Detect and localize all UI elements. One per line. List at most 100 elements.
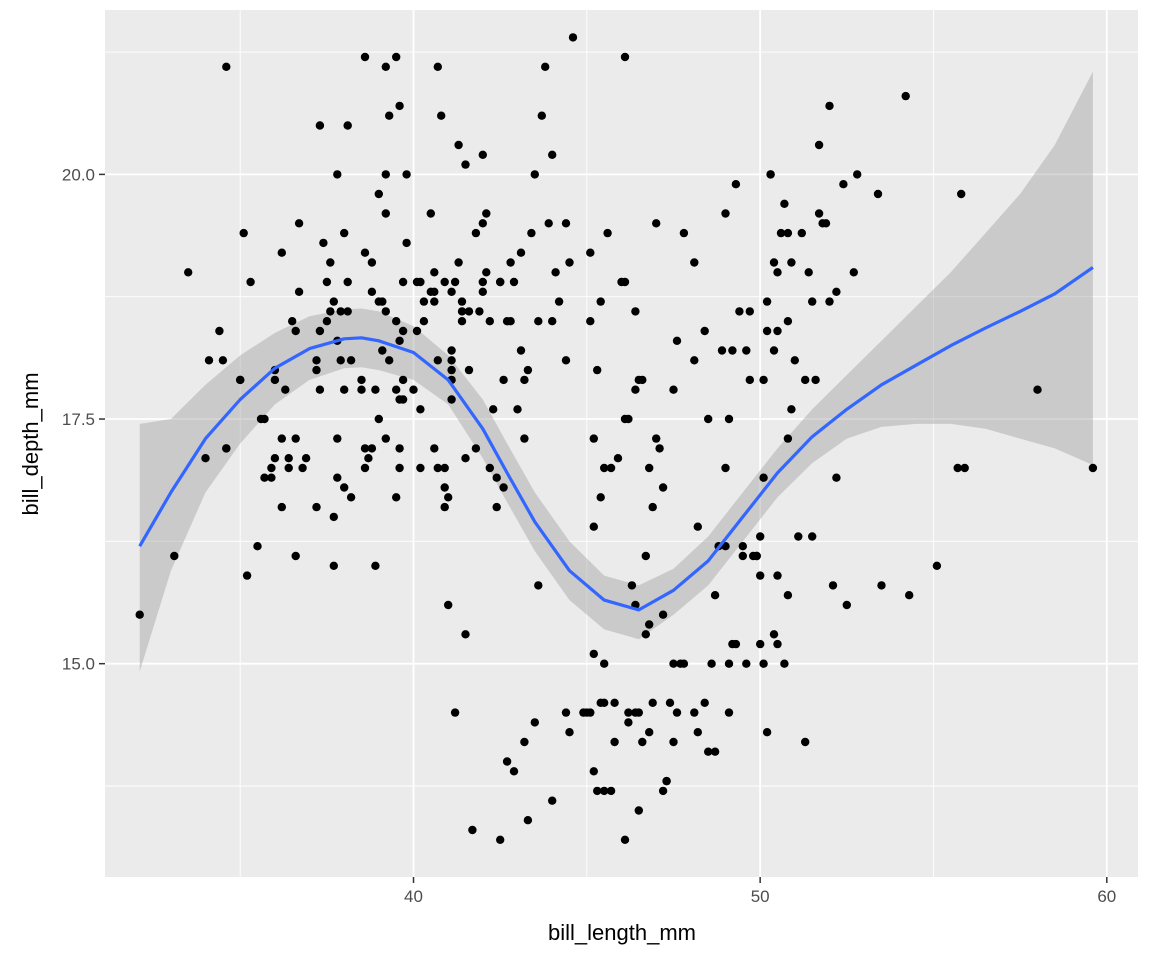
data-point <box>849 268 858 277</box>
data-point <box>787 405 796 414</box>
data-point <box>728 346 737 355</box>
data-point <box>832 473 841 482</box>
data-point <box>648 698 657 707</box>
data-point <box>246 277 255 287</box>
data-point <box>773 639 782 649</box>
data-point <box>762 326 772 336</box>
data-point <box>222 62 231 71</box>
data-point <box>853 170 862 179</box>
data-point <box>395 336 404 345</box>
data-point <box>603 228 612 238</box>
data-point <box>357 375 366 385</box>
data-point <box>537 111 546 120</box>
data-point <box>631 385 640 394</box>
data-point <box>215 326 224 336</box>
data-point <box>218 356 228 365</box>
data-point <box>315 385 325 394</box>
data-point <box>624 414 633 424</box>
data-point <box>762 297 772 306</box>
data-point <box>343 121 352 130</box>
data-point <box>322 277 332 287</box>
data-point <box>509 277 519 287</box>
data-point <box>586 317 595 326</box>
data-point <box>333 434 342 443</box>
data-point <box>710 591 720 600</box>
data-point <box>454 140 463 150</box>
data-point <box>236 375 245 385</box>
y-tick-label: 20.0 <box>62 165 95 184</box>
data-point <box>752 551 761 561</box>
data-point <box>551 268 560 277</box>
data-point <box>652 434 661 443</box>
data-point <box>360 52 370 62</box>
data-point <box>648 502 657 512</box>
data-point <box>336 356 345 365</box>
data-point <box>624 718 633 727</box>
data-point <box>242 571 252 580</box>
data-point <box>634 708 643 717</box>
data-point <box>416 463 425 473</box>
data-point <box>766 170 775 179</box>
data-point <box>1088 463 1098 473</box>
major-gridlines <box>105 10 1138 877</box>
data-point <box>828 581 838 590</box>
data-point <box>773 268 782 277</box>
data-point <box>593 365 602 375</box>
data-point <box>1033 385 1042 394</box>
data-point <box>260 414 269 424</box>
data-point <box>707 659 716 668</box>
data-point <box>381 62 390 71</box>
data-point <box>426 209 435 218</box>
data-point <box>419 297 429 306</box>
data-point <box>801 375 810 385</box>
data-point <box>624 708 633 717</box>
data-point <box>745 307 754 316</box>
data-point <box>461 630 470 639</box>
data-point <box>447 287 456 296</box>
data-point <box>773 326 782 336</box>
data-point <box>596 493 605 502</box>
data-point <box>600 698 609 707</box>
data-point <box>291 326 300 336</box>
data-point <box>534 317 543 326</box>
data-point <box>957 189 966 199</box>
data-point <box>364 454 373 463</box>
data-point <box>704 414 713 424</box>
data-point <box>617 277 626 287</box>
data-point <box>340 228 349 238</box>
data-point <box>433 62 442 71</box>
data-point <box>385 111 394 120</box>
data-point <box>398 375 408 385</box>
data-point <box>402 170 411 179</box>
data-point <box>135 610 144 619</box>
data-point <box>638 375 647 385</box>
data-point <box>589 522 598 531</box>
data-point <box>541 62 550 71</box>
data-point <box>669 659 678 668</box>
y-axis-title: bill_depth_mm <box>18 372 43 515</box>
data-point <box>298 463 307 473</box>
data-point <box>430 297 439 306</box>
data-point <box>430 268 439 277</box>
data-point <box>731 180 741 189</box>
data-point <box>513 405 522 414</box>
data-point <box>478 150 487 159</box>
data-point <box>645 728 654 737</box>
data-point <box>780 659 789 668</box>
data-point <box>170 551 179 561</box>
data-point <box>270 375 280 385</box>
data-point <box>204 356 214 365</box>
data-point <box>457 317 467 326</box>
data-point <box>721 463 730 473</box>
data-point <box>679 659 689 668</box>
data-point <box>873 189 883 199</box>
data-point <box>634 806 643 815</box>
data-point <box>530 170 539 179</box>
data-point <box>548 150 557 159</box>
data-point <box>825 297 834 306</box>
data-point <box>471 228 481 238</box>
data-point <box>444 600 453 610</box>
minor-gridlines <box>105 10 1138 877</box>
data-point <box>801 737 810 747</box>
data-point <box>769 630 779 639</box>
